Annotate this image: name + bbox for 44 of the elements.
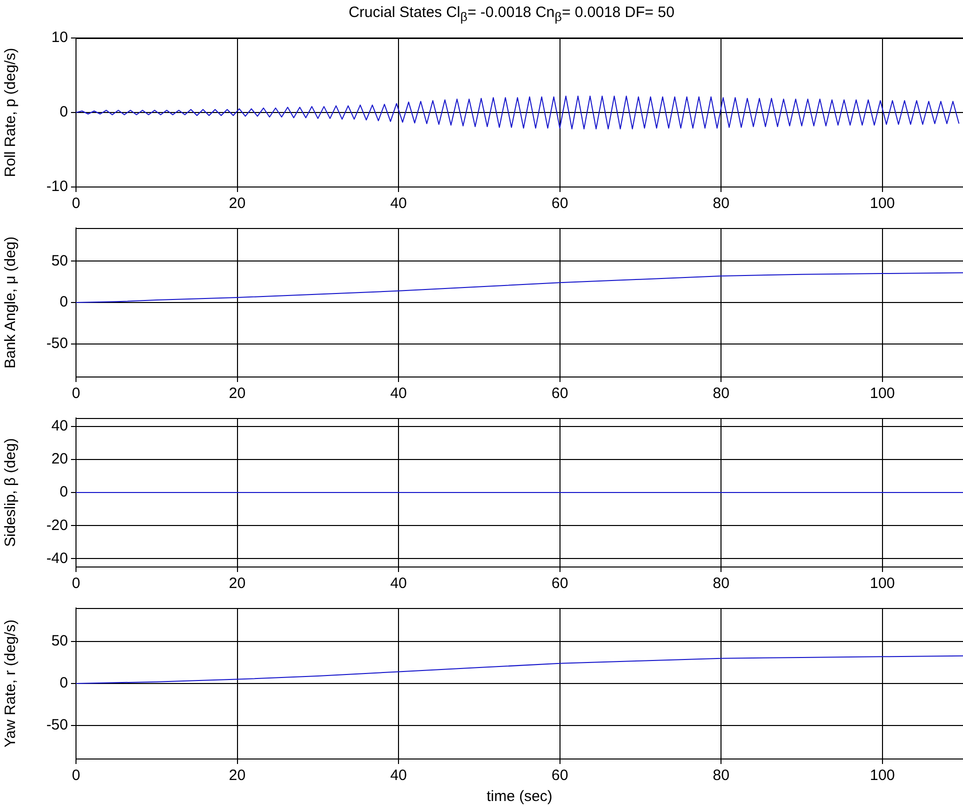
y-axis-title: Roll Rate, p (deg/s) — [2, 48, 20, 178]
y-tick-label: -20 — [46, 516, 68, 534]
x-tick-label: 40 — [390, 385, 407, 402]
x-tick-label: 80 — [712, 385, 730, 402]
x-tick-label: 100 — [870, 385, 895, 402]
y-axis-title: Sideslip, β (deg) — [2, 438, 20, 547]
x-tick-label: 100 — [870, 575, 895, 592]
x-tick-label: 100 — [870, 195, 895, 212]
x-tick-label: 40 — [390, 575, 407, 592]
y-tick-label: -50 — [46, 716, 68, 734]
x-tick-label: 60 — [551, 767, 568, 784]
x-tick-label: 20 — [228, 385, 246, 402]
y-tick-label: -10 — [46, 178, 68, 196]
x-tick-label: 80 — [712, 767, 730, 784]
y-tick-label: 50 — [51, 632, 68, 650]
x-tick-label: 20 — [228, 195, 246, 212]
x-tick-label: 20 — [228, 767, 246, 784]
chart-title: Crucial States Cl$_{β}$= -0.0018 Cn$_{β}$= 0.0018 DF= 50 — [348, 3, 676, 26]
x-tick-label: 0 — [72, 767, 80, 784]
x-tick-label: 100 — [870, 767, 895, 784]
x-tick-label: 0 — [72, 385, 80, 402]
x-tick-label: 80 — [712, 575, 730, 592]
y-tick-label: -40 — [46, 550, 68, 567]
y-tick-label: 0 — [60, 484, 68, 501]
y-tick-label: 20 — [51, 450, 68, 468]
x-tick-label: 0 — [72, 575, 80, 592]
x-tick-label: 20 — [228, 575, 246, 592]
x-tick-label: 40 — [390, 767, 407, 784]
x-tick-label: 60 — [551, 385, 568, 402]
y-tick-label: 0 — [60, 294, 68, 311]
x-tick-label: 40 — [390, 195, 407, 212]
y-tick-label: 50 — [51, 252, 68, 270]
x-tick-label: 60 — [551, 575, 568, 592]
y-axis-title: Yaw Rate, r (deg/s) — [2, 619, 20, 748]
x-tick-label: 60 — [551, 195, 568, 212]
y-tick-label: 40 — [51, 417, 68, 434]
x-axis-title: time (sec) — [486, 788, 552, 806]
y-tick-label: -50 — [46, 335, 68, 352]
x-tick-label: 0 — [72, 195, 80, 212]
y-axis-title: Bank Angle, μ (deg) — [2, 236, 20, 369]
x-tick-label: 80 — [712, 195, 730, 212]
y-tick-label: 0 — [60, 674, 68, 692]
y-tick-label: 0 — [60, 104, 68, 121]
y-tick-label: 10 — [51, 29, 68, 46]
